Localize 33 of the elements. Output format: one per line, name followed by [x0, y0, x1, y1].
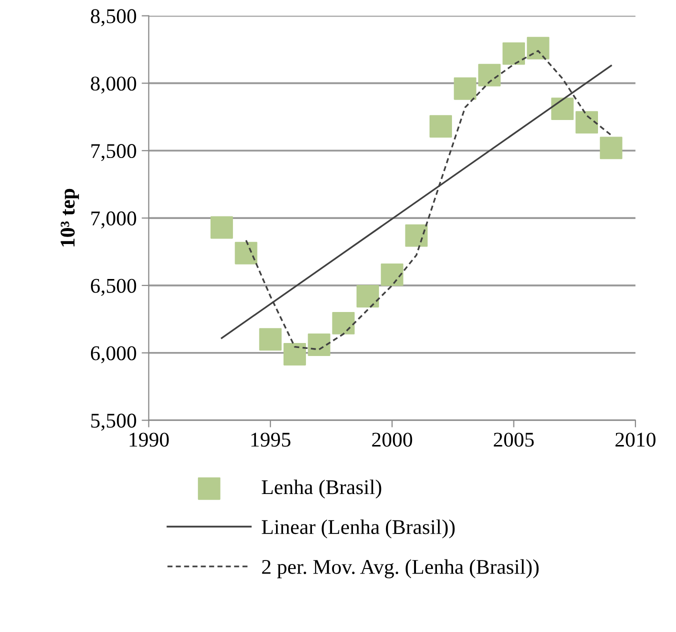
y-tick-label: 5,500: [91, 414, 136, 431]
x-tick-label: 1995: [251, 432, 290, 447]
point: [405, 224, 428, 247]
point: [210, 216, 233, 239]
point: [502, 42, 525, 65]
point: [526, 36, 550, 60]
y-axis-title: 10³ tep: [60, 188, 79, 246]
point: [551, 98, 574, 120]
point: [478, 64, 501, 86]
point: [454, 77, 476, 100]
point: [308, 334, 330, 356]
y-tick-label: 7,500: [91, 144, 136, 162]
y-tick-label: 6,000: [90, 346, 136, 364]
y-tick-label: 8,000: [90, 76, 136, 94]
legend-label: 2 per. Mov. Avg. (Lenha (Brasil)): [262, 559, 539, 578]
legend-label: Lenha (Brasil): [262, 480, 382, 498]
point: [576, 111, 598, 134]
point: [380, 263, 404, 286]
point: [356, 285, 379, 308]
point: [259, 328, 282, 351]
x-tick-label: 2010: [616, 432, 656, 447]
y-tick-label: 6,500: [90, 278, 136, 296]
point: [284, 342, 306, 366]
point: [234, 242, 258, 264]
point: [430, 115, 452, 138]
point: [332, 312, 355, 334]
x-tick-label: 2000: [372, 432, 412, 447]
legend-label: Linear (Lenha (Brasil)): [262, 519, 455, 538]
x-tick-label: 2005: [494, 432, 534, 447]
point: [600, 136, 622, 160]
y-tick-label: 8,500: [90, 9, 136, 26]
x-tick-label: 1990: [130, 432, 169, 447]
y-tick-label: 7,000: [91, 211, 136, 228]
